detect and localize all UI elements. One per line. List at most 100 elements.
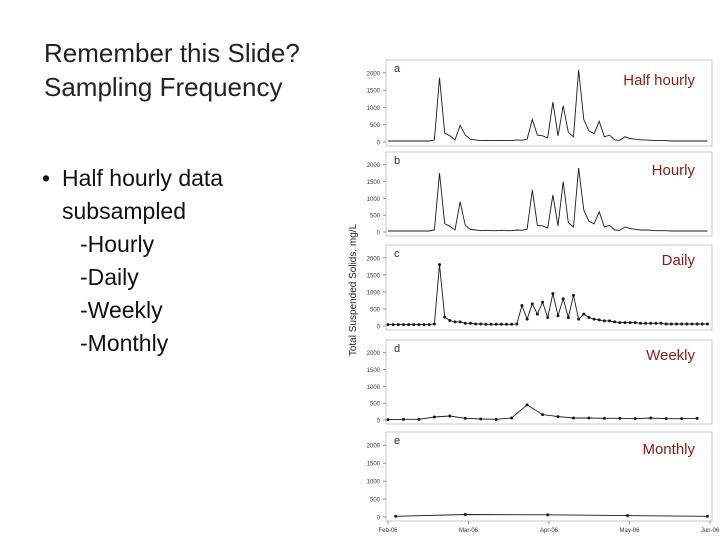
panel-frame-b <box>385 151 713 237</box>
y-tick-label-a: 2000 <box>367 71 381 77</box>
panel-c: 0 500 1000 1500 2000 c <box>367 244 713 331</box>
data-point <box>463 512 467 516</box>
title-line-1: Remember this Slide? <box>44 38 300 68</box>
data-point <box>700 322 704 326</box>
data-point <box>394 514 398 518</box>
y-tick-label-c: 0 <box>377 325 381 331</box>
y-tick-label-c: 500 <box>370 307 381 313</box>
data-point <box>556 314 560 318</box>
y-tick-label-d: 1000 <box>367 385 381 391</box>
data-point <box>675 322 679 326</box>
y-tick-label-d: 2000 <box>367 351 381 357</box>
panel-frame-d <box>385 339 713 425</box>
data-point <box>474 322 478 326</box>
data-point <box>530 302 534 306</box>
data-point <box>479 322 483 326</box>
data-point <box>391 323 395 327</box>
y-tick-label-b: 0 <box>377 231 381 237</box>
data-point <box>597 318 601 322</box>
data-point <box>556 415 560 419</box>
data-point <box>520 304 524 308</box>
data-point <box>633 321 637 325</box>
data-point <box>541 300 545 304</box>
data-point <box>407 323 411 327</box>
data-point <box>623 321 627 325</box>
data-point <box>468 321 472 325</box>
bullet-text: Half hourly data <box>62 165 224 191</box>
y-tick-label-b: 500 <box>370 214 381 220</box>
panel-letter-c: c <box>394 248 400 260</box>
data-point <box>592 317 596 321</box>
label-monthly: Monthly <box>642 441 695 458</box>
y-tick-label-a: 0 <box>377 141 381 147</box>
data-point <box>695 416 699 420</box>
panel-a: 0 500 1000 1500 2000 a <box>367 59 713 147</box>
label-hourly: Hourly <box>651 162 695 179</box>
y-tick-label-d: 1500 <box>367 368 381 374</box>
data-point <box>638 321 642 325</box>
series-line-c <box>388 264 708 326</box>
data-point <box>504 322 508 326</box>
sub-item-monthly: -Monthly <box>80 330 169 356</box>
data-point <box>571 293 575 297</box>
data-point <box>417 417 421 421</box>
data-point <box>515 322 519 326</box>
data-point <box>546 513 550 517</box>
data-point <box>494 417 498 421</box>
data-point <box>608 319 612 323</box>
data-point <box>633 417 637 421</box>
data-point <box>489 322 493 326</box>
bullet-icon: • <box>42 165 51 191</box>
data-point <box>535 312 539 316</box>
y-tick-label-e: 0 <box>377 516 381 522</box>
data-point <box>695 322 699 326</box>
data-point <box>613 320 617 324</box>
data-point <box>618 416 622 420</box>
data-point <box>386 418 390 422</box>
data-point <box>577 317 581 321</box>
y-tick-label-b: 1000 <box>367 197 381 203</box>
data-point <box>525 317 529 321</box>
sub-item-weekly: -Weekly <box>80 297 163 323</box>
series-line-e <box>395 514 708 517</box>
bullet-list: • Half hourly data subsampled -Hourly -Da… <box>42 162 332 360</box>
data-point <box>396 323 400 327</box>
data-point <box>551 292 555 296</box>
data-point <box>664 417 668 421</box>
data-point <box>463 416 467 420</box>
data-point <box>453 320 457 324</box>
data-point <box>680 417 684 421</box>
slide-title: Remember this Slide? Sampling Frequency <box>44 36 344 104</box>
data-point <box>417 323 421 327</box>
data-point <box>499 322 503 326</box>
data-point <box>546 315 550 319</box>
x-tick-label: May-06 <box>619 528 640 534</box>
y-tick-label-e: 1500 <box>367 462 381 468</box>
y-axis-label: Total Suspended Solids, mg/L <box>348 223 359 356</box>
bullet-continuation: subsampled <box>62 198 187 224</box>
data-point <box>458 320 462 324</box>
y-tick-label-e: 2000 <box>367 444 381 450</box>
data-point <box>705 514 709 518</box>
series-line-a <box>388 70 708 142</box>
panel-e: 0 500 1000 1500 2000 e Feb-06 Mar-06 Apr-06 May-0… <box>367 431 720 534</box>
panel-letter-a: a <box>394 63 401 75</box>
y-tick-label-d: 500 <box>370 402 381 408</box>
data-point <box>401 417 405 421</box>
y-tick-label-a: 1500 <box>367 89 381 95</box>
data-point <box>561 297 565 301</box>
data-point <box>510 416 514 420</box>
data-point <box>602 319 606 323</box>
data-point <box>705 322 709 326</box>
bullet-item: • Half hourly data <box>42 162 332 195</box>
data-point <box>427 323 431 327</box>
data-point <box>525 403 529 407</box>
data-point <box>654 321 658 325</box>
panel-letter-d: d <box>394 343 400 355</box>
data-point <box>448 414 452 418</box>
y-tick-label-d: 0 <box>377 419 381 425</box>
data-point <box>448 319 452 323</box>
panel-letter-e: e <box>394 435 400 447</box>
data-point <box>438 263 442 267</box>
